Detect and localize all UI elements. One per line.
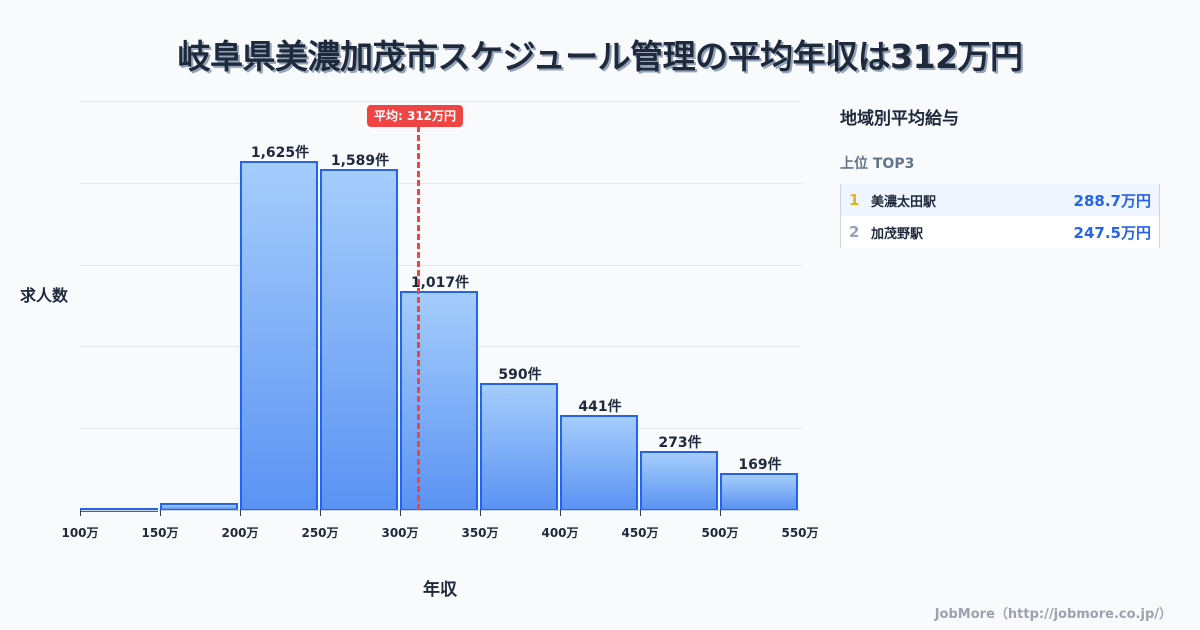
bar-450-500 <box>640 451 718 511</box>
bar-300-350 <box>400 291 478 511</box>
gridline <box>80 183 801 184</box>
regional-salary-title: 地域別平均給与 <box>840 109 959 129</box>
x-tick <box>320 510 321 516</box>
regional-salary-panel: 地域別平均給与 上位 TOP3 1 美濃太田駅 288.7万円 2 加茂野駅 2… <box>840 104 1165 248</box>
bar-value-label: 1,589件 <box>330 153 390 169</box>
x-tick-label: 150万 <box>141 526 179 540</box>
x-tick <box>560 510 561 516</box>
average-salary: 288.7万円 <box>1073 191 1151 210</box>
x-tick <box>80 510 81 516</box>
x-tick <box>160 510 161 516</box>
ranking-list: 1 美濃太田駅 288.7万円 2 加茂野駅 247.5万円 <box>840 184 1160 248</box>
x-axis-line <box>80 510 800 511</box>
x-tick-label: 300万 <box>381 526 419 540</box>
x-tick-label: 100万 <box>61 526 99 540</box>
x-axis-label: 年収 <box>423 580 457 600</box>
average-badge: 平均: 312万円 <box>367 105 464 127</box>
x-tick <box>720 510 721 516</box>
bar-value-label: 441件 <box>578 399 622 415</box>
bar-500-550 <box>720 473 798 511</box>
x-tick-label: 350万 <box>461 526 499 540</box>
x-tick-label: 200万 <box>221 526 259 540</box>
bar-200-250 <box>240 161 318 511</box>
average-salary: 247.5万円 <box>1073 223 1151 242</box>
gridline <box>80 265 801 266</box>
source-credit: JobMore（http://jobmore.co.jp/） <box>934 607 1172 622</box>
histogram-chart: 求人数 1,625件 1,589件 1,017件 590件 441件 273件 … <box>20 101 819 600</box>
ranking-row: 1 美濃太田駅 288.7万円 <box>841 184 1159 216</box>
x-tick <box>400 510 401 516</box>
x-tick-label: 550万 <box>781 526 819 540</box>
rank-number: 1 <box>849 191 860 209</box>
x-tick <box>480 510 481 516</box>
x-tick <box>240 510 241 516</box>
bar-value-label: 273件 <box>658 435 702 451</box>
x-tick-label: 450万 <box>621 526 659 540</box>
ranking-row: 2 加茂野駅 247.5万円 <box>841 216 1159 248</box>
bar-400-450 <box>560 415 638 511</box>
x-tick-label: 250万 <box>301 526 339 540</box>
x-tick <box>640 510 641 516</box>
bar-value-label: 169件 <box>738 457 782 473</box>
gridline <box>80 101 801 102</box>
x-tick-label: 500万 <box>701 526 739 540</box>
top3-subtitle: 上位 TOP3 <box>840 156 915 172</box>
y-axis-label: 求人数 <box>20 286 69 305</box>
page-title: 岐阜県美濃加茂市スケジュール管理の平均年収は312万円 <box>177 37 1023 76</box>
bar-350-400 <box>480 383 558 511</box>
bar-value-label: 590件 <box>498 367 542 383</box>
station-name: 加茂野駅 <box>871 226 924 242</box>
bar-value-label: 1,017件 <box>410 275 470 291</box>
bar-value-label: 1,625件 <box>250 145 310 161</box>
rank-number: 2 <box>849 223 860 241</box>
x-tick-label: 400万 <box>541 526 579 540</box>
station-name: 美濃太田駅 <box>871 194 937 210</box>
average-line <box>417 126 420 510</box>
bar-250-300 <box>320 169 398 511</box>
